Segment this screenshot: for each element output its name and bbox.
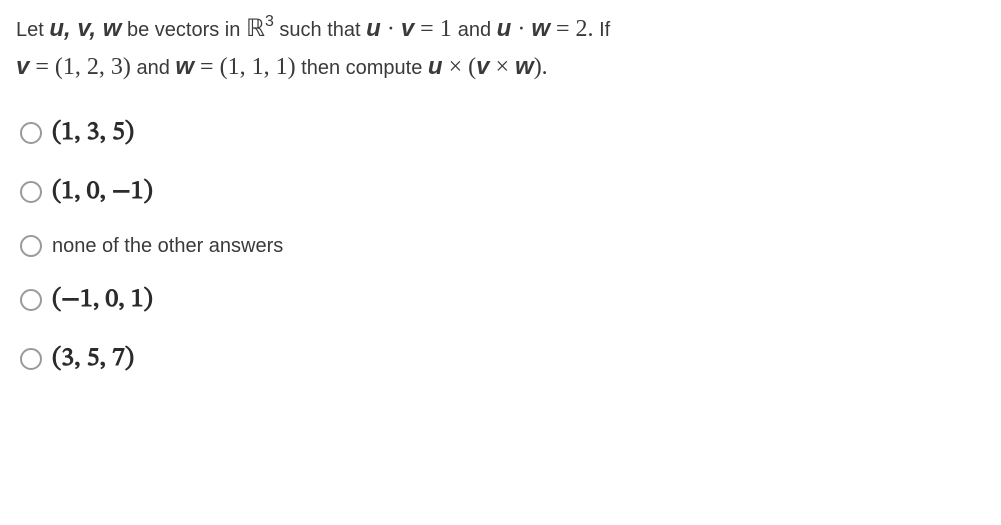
vec-w: w (103, 15, 122, 42)
v-val: (1, 2, 3) (55, 54, 131, 80)
and2: and (131, 57, 175, 79)
q-bein: be vectors in (121, 19, 246, 41)
uv-u: u (366, 15, 381, 42)
options-list: (1, 3, 5) (1, 0, −1) none of the other a… (16, 117, 985, 376)
option-1[interactable]: (1, 3, 5) (20, 117, 985, 150)
q-let: Let (16, 19, 49, 41)
wc: w (515, 53, 534, 80)
real-R-sup: 3 (265, 13, 274, 30)
vec-u: u (49, 15, 64, 42)
two: 2. (576, 16, 594, 42)
option-label: (1, 0, −1) (52, 176, 153, 209)
radio-icon[interactable] (20, 289, 42, 311)
real-R: ℝ (246, 16, 265, 42)
q-suchthat: such that (274, 19, 366, 41)
one: 1 (440, 16, 458, 42)
option-label: (3, 5, 7) (52, 343, 134, 376)
eq4: = (194, 54, 220, 80)
if: If (594, 19, 611, 41)
radio-icon[interactable] (20, 235, 42, 257)
uw-w: w (531, 15, 550, 42)
dot2: · (511, 16, 531, 42)
w2: w (175, 53, 194, 80)
uw-u: u (497, 15, 512, 42)
question-text: Let u, v, w be vectors in ℝ3 such that u… (16, 10, 985, 87)
option-2[interactable]: (1, 0, −1) (20, 176, 985, 209)
comma1: , (64, 15, 77, 42)
eq3: = (29, 54, 55, 80)
close: ). (534, 54, 548, 80)
open: ( (468, 54, 476, 80)
option-5[interactable]: (3, 5, 7) (20, 343, 985, 376)
cross2: × (489, 54, 515, 80)
eq2: = (550, 16, 576, 42)
vc: v (476, 53, 489, 80)
then-compute: then compute (296, 57, 428, 79)
option-label: (−1, 0, 1) (52, 284, 153, 317)
radio-icon[interactable] (20, 348, 42, 370)
radio-icon[interactable] (20, 181, 42, 203)
radio-icon[interactable] (20, 122, 42, 144)
quiz-container: Let u, v, w be vectors in ℝ3 such that u… (0, 0, 1001, 396)
and1: and (458, 19, 497, 41)
dot1: · (381, 16, 401, 42)
option-label: none of the other answers (52, 235, 283, 258)
uv-v: v (401, 15, 414, 42)
option-label: (1, 3, 5) (52, 117, 134, 150)
option-3[interactable]: none of the other answers (20, 235, 985, 258)
v2: v (16, 53, 29, 80)
eq1: = (414, 16, 440, 42)
w-val: (1, 1, 1) (220, 54, 296, 80)
option-4[interactable]: (−1, 0, 1) (20, 284, 985, 317)
vec-v: v (77, 15, 89, 42)
comma2: , (89, 15, 102, 42)
uc: u (428, 53, 443, 80)
cross1: × (443, 54, 469, 80)
